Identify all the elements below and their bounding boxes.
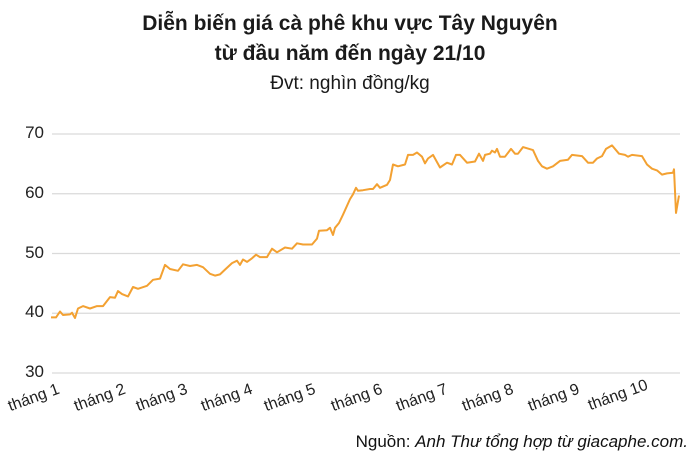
y-tick-label: 60 — [25, 182, 44, 202]
chart-title-line-1: Diễn biến giá cà phê khu vực Tây Nguyên — [142, 12, 558, 35]
price-line — [51, 144, 680, 319]
y-tick-label: 40 — [25, 302, 44, 322]
chart-unit-subtitle: Đvt: nghìn đồng/kg — [270, 73, 430, 94]
chart-title-line-2: từ đầu năm đến ngày 21/10 — [214, 42, 486, 65]
y-tick-label: 50 — [25, 242, 44, 262]
y-tick-label: 70 — [25, 123, 44, 142]
source-text: Anh Thư tổng hợp từ giacaphe.com. — [415, 432, 688, 451]
gridlines — [52, 133, 680, 374]
y-tick-label: 30 — [25, 362, 44, 381]
source-label: Nguồn: — [355, 432, 416, 451]
source-note: Nguồn: Anh Thư tổng hợp từ giacaphe.com. — [356, 432, 688, 452]
